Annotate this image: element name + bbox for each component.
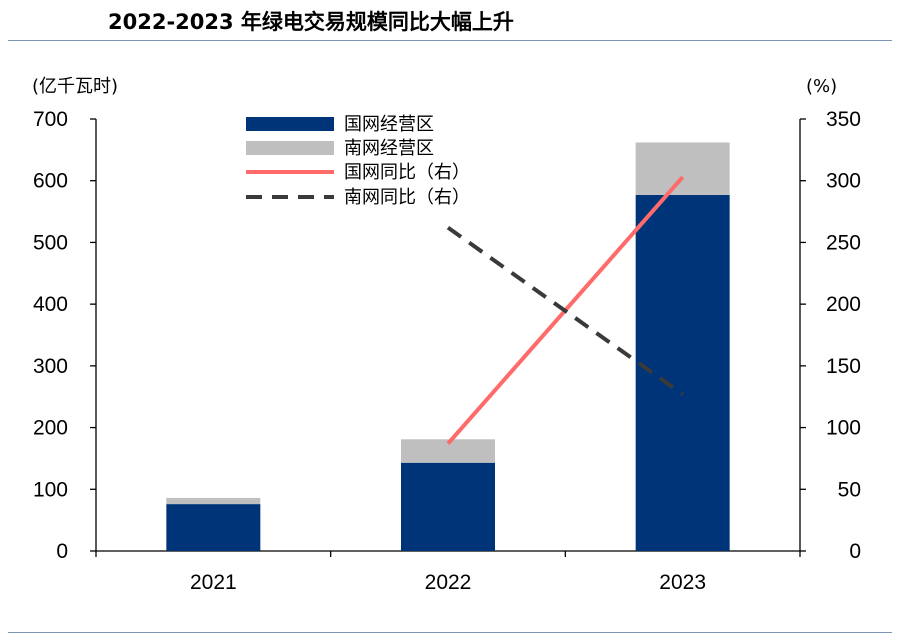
- bar-state-grid: [166, 504, 261, 551]
- bottom-divider: [8, 632, 892, 633]
- legend-label: 国网同比（右）: [344, 162, 470, 183]
- bar-south-grid: [401, 439, 495, 463]
- y-right-tick-label: 50: [838, 478, 861, 501]
- x-tick-label: 2021: [190, 571, 237, 594]
- y-right-tick-label: 150: [826, 355, 861, 378]
- y-right-tick-label: 300: [826, 170, 861, 193]
- y-left-tick-label: 200: [33, 417, 68, 440]
- bar-south-grid: [166, 497, 261, 505]
- legend-swatch: [246, 141, 334, 155]
- y-right-tick-label: 100: [826, 417, 861, 440]
- bar-state-grid: [401, 462, 495, 551]
- y-left-tick-label: 0: [56, 540, 68, 563]
- y-left-tick-label: 600: [33, 170, 68, 193]
- y-right-tick-label: 350: [826, 108, 861, 131]
- legend-label: 南网经营区: [344, 138, 434, 159]
- y-right-unit: (%): [806, 76, 837, 97]
- y-left-tick-label: 300: [33, 355, 68, 378]
- legend-label: 国网经营区: [344, 114, 434, 135]
- bar-south-grid: [635, 142, 730, 195]
- y-left-tick-label: 100: [33, 478, 68, 501]
- y-left-tick-label: 500: [33, 231, 68, 254]
- top-divider: [8, 40, 892, 41]
- legend-label: 南网同比（右）: [344, 187, 470, 208]
- legend-swatch: [246, 117, 334, 131]
- x-tick-label: 2023: [659, 571, 706, 594]
- line-south-grid-yoy: [446, 225, 684, 396]
- chart-title: 2022-2023 年绿电交易规模同比大幅上升: [108, 10, 514, 34]
- x-tick-label: 2022: [425, 571, 472, 594]
- y-right-tick-label: 0: [849, 540, 861, 563]
- y-right-tick-label: 250: [826, 231, 861, 254]
- y-right-tick-label: 200: [826, 293, 861, 316]
- y-left-tick-label: 400: [33, 293, 68, 316]
- y-left-unit: (亿千瓦时): [32, 76, 118, 97]
- y-left-tick-label: 700: [33, 108, 68, 131]
